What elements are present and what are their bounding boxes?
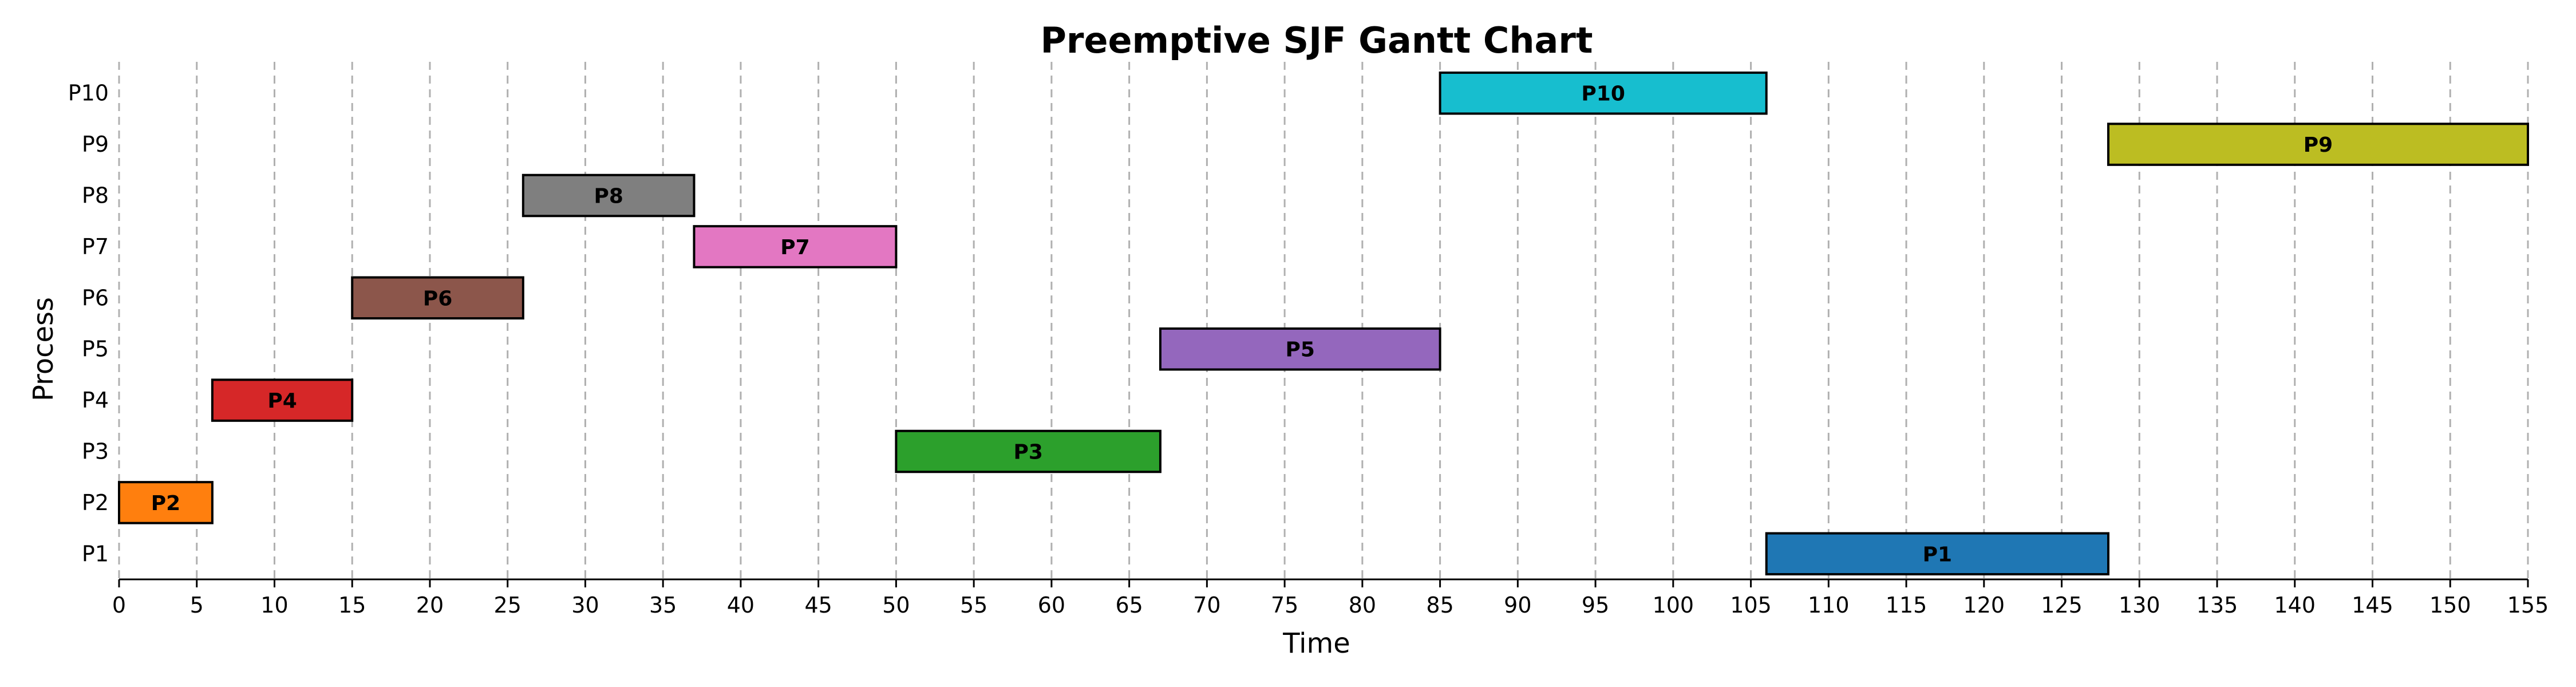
x-tick-label: 5 [190,593,204,618]
x-tick-label: 75 [1271,593,1298,618]
chart-title: Preemptive SJF Gantt Chart [1040,19,1593,61]
x-tick-label: 30 [571,593,599,618]
bar-label: P2 [151,492,180,515]
x-tick-label: 105 [1730,593,1772,618]
y-tick-label: P2 [82,490,109,515]
x-tick-label: 135 [2196,593,2238,618]
x-tick-label: 155 [2507,593,2549,618]
x-tick-label: 150 [2429,593,2471,618]
x-tick-label: 50 [882,593,910,618]
bar-label: P10 [1581,82,1625,106]
y-tick-label: P10 [68,81,109,106]
x-tick-label: 80 [1349,593,1376,618]
y-tick-label: P3 [82,439,109,464]
gantt-bar-p7 [693,225,898,269]
x-tick-label: 110 [1808,593,1850,618]
y-tick-label: P1 [82,541,109,566]
gantt-bar-p3 [895,429,1161,473]
bar-label: P7 [780,236,809,259]
y-axis-label: Process [27,297,60,401]
x-tick-label: 10 [260,593,288,618]
x-tick-label: 70 [1193,593,1220,618]
bar-label: P1 [1923,543,1952,566]
gantt-bar-p2 [118,481,214,524]
x-tick-label: 35 [649,593,677,618]
x-tick-label: 25 [494,593,521,618]
gantt-bar-p8 [521,173,696,218]
x-tick-label: 65 [1115,593,1143,618]
x-tick-label: 120 [1963,593,2005,618]
x-tick-label: 130 [2119,593,2160,618]
x-tick-label: 145 [2352,593,2393,618]
x-tick-label: 85 [1426,593,1453,618]
x-tick-label: 55 [960,593,987,618]
x-tick-label: 15 [338,593,366,618]
x-tick-label: 60 [1038,593,1065,618]
bar-label: P8 [594,185,623,208]
x-tick-label: 90 [1504,593,1531,618]
gantt-bar-p4 [211,378,354,422]
x-axis-label: Time [1282,627,1350,660]
x-tick-label: 95 [1582,593,1609,618]
bar-label: P4 [267,389,297,413]
y-tick-label: P8 [82,183,109,208]
bar-label: P3 [1013,441,1042,464]
bar-label: P6 [423,287,452,310]
x-tick-label: 20 [416,593,444,618]
x-tick-label: 125 [2041,593,2083,618]
x-tick-label: 40 [727,593,754,618]
gantt-bar-p9 [2107,123,2530,166]
gantt-bar-p1 [1765,532,2109,576]
x-tick-label: 100 [1653,593,1694,618]
axis-layer: 0 5 10 15 20 25 30 35 40 45 50 55 60 65 70 75 80 85 90 95 10… [68,81,2549,618]
x-tick-label: 140 [2274,593,2316,618]
bar-label: P5 [1286,338,1315,362]
y-tick-label: P5 [82,337,109,362]
y-tick-label: P9 [82,132,109,157]
y-tick-label: P6 [82,285,109,310]
gantt-bar-p5 [1159,327,1441,371]
bar-layer: P2 P4 P6 P8 P7 P3 P5 P10 P1 P9 [118,71,2530,576]
x-tick-label: 115 [1886,593,1927,618]
y-tick-label: P4 [82,388,109,413]
gantt-bar-p6 [351,276,524,320]
bar-label: P9 [2304,133,2333,157]
y-tick-label: P7 [82,234,109,259]
x-tick-label: 0 [112,593,126,618]
x-tick-label: 45 [804,593,832,618]
gantt-bar-p10 [1439,71,1768,115]
